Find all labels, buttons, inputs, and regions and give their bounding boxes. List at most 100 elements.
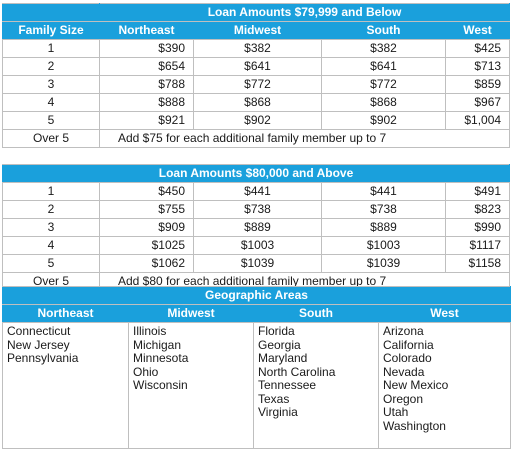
table-row: Over 5 Add $75 for each additional famil…	[2, 129, 511, 148]
state-name: Michigan	[133, 337, 182, 352]
south-amount: $382	[321, 39, 446, 58]
west-amount: $1117	[444, 236, 511, 255]
northeast-amount: $909	[99, 218, 194, 237]
west-amount: $1,004	[444, 111, 511, 130]
south-amount: $641	[321, 57, 446, 76]
state-name: Minnesota	[133, 351, 189, 365]
table-row: 1 $450 $441 $441 $491	[2, 182, 511, 201]
midwest-amount: $441	[193, 182, 322, 201]
state-name: Wisconsin	[133, 378, 188, 392]
midwest-amount: $889	[193, 218, 322, 237]
table-row: 5 $1062 $1039 $1039 $1158	[2, 254, 511, 273]
south-amount: $772	[321, 75, 446, 94]
midwest-amount: $772	[193, 75, 322, 94]
additional-member-note: Add $75 for each additional family membe…	[98, 129, 511, 148]
northeast-amount: $654	[99, 57, 194, 76]
state-name: Georgia	[258, 337, 301, 352]
family-size-cell: 4	[2, 93, 100, 112]
family-size-cell: 1	[2, 182, 100, 201]
table1-spacer	[2, 3, 100, 22]
state-name: New Jersey	[7, 337, 70, 352]
state-name: Ohio	[133, 364, 159, 379]
west-amount: $491	[444, 182, 511, 201]
state-name: Connecticut	[7, 324, 71, 338]
northeast-amount: $788	[99, 75, 194, 94]
table-row: 2 $654 $641 $641 $713	[2, 57, 511, 76]
loan-table-below-80k: Loan Amounts $79,999 and Below Family Si…	[2, 3, 511, 148]
south-amount: $1039	[321, 254, 446, 273]
table2-title: Loan Amounts $80,000 and Above	[1, 164, 511, 183]
midwest-amount: $1039	[193, 254, 322, 273]
family-size-cell: 5	[2, 254, 100, 273]
table1-title: Loan Amounts $79,999 and Below	[98, 3, 511, 22]
table-row: 2 $755 $738 $738 $823	[2, 200, 511, 219]
family-size-cell: 3	[2, 218, 100, 237]
west-amount: $823	[444, 200, 511, 219]
south-amount: $1003	[321, 236, 446, 255]
south-amount: $738	[321, 200, 446, 219]
table-row: 1 $390 $382 $382 $425	[2, 39, 511, 58]
state-name: Nevada	[383, 364, 425, 379]
west-amount: $425	[444, 39, 511, 58]
northeast-amount: $450	[99, 182, 194, 201]
state-name: Pennsylvania	[7, 351, 79, 365]
header-family-size: Family Size	[2, 21, 100, 40]
geo-header-south: South	[253, 304, 379, 323]
midwest-amount: $641	[193, 57, 322, 76]
table-row: 4 $888 $868 $868 $967	[2, 93, 511, 112]
northeast-amount: $1025	[99, 236, 194, 255]
geographic-areas-table: Geographic Areas Northeast Midwest South…	[2, 286, 511, 449]
header-south: South	[321, 21, 446, 40]
northeast-amount: $888	[99, 93, 194, 112]
south-amount: $889	[321, 218, 446, 237]
state-name: California	[383, 337, 434, 352]
geo-header-midwest: Midwest	[128, 304, 254, 323]
west-states: Arizona California Colorado Nevada New M…	[378, 322, 511, 449]
state-name: North Carolina	[258, 364, 336, 379]
header-northeast: Northeast	[99, 21, 194, 40]
state-name: Tennessee	[258, 378, 317, 392]
midwest-amount: $1003	[193, 236, 322, 255]
west-amount: $859	[444, 75, 511, 94]
table-row: 5 $921 $902 $902 $1,004	[2, 111, 511, 130]
south-states: Florida Georgia Maryland North Carolina …	[253, 322, 379, 449]
west-amount: $713	[444, 57, 511, 76]
midwest-amount: $868	[193, 93, 322, 112]
midwest-amount: $902	[193, 111, 322, 130]
state-name: Colorado	[383, 351, 432, 365]
over-five-label: Over 5	[2, 129, 100, 148]
state-name: Maryland	[258, 351, 308, 365]
loan-table-80k-above: Loan Amounts $80,000 and Above 1 $450 $4…	[1, 164, 511, 291]
state-name: Washington	[383, 418, 446, 433]
table-row: 4 $1025 $1003 $1003 $1117	[2, 236, 511, 255]
header-midwest: Midwest	[193, 21, 322, 40]
west-amount: $967	[444, 93, 511, 112]
midwest-states: Illinois Michigan Minnesota Ohio Wiscons…	[128, 322, 254, 449]
northeast-amount: $755	[99, 200, 194, 219]
northeast-amount: $1062	[99, 254, 194, 273]
family-size-cell: 3	[2, 75, 100, 94]
state-name: Florida	[258, 324, 295, 338]
state-name: Arizona	[383, 324, 424, 338]
state-name: Oregon	[383, 391, 424, 406]
family-size-cell: 2	[2, 200, 100, 219]
south-amount: $441	[321, 182, 446, 201]
northeast-amount: $390	[99, 39, 194, 58]
table-row: 3 $788 $772 $772 $859	[2, 75, 511, 94]
south-amount: $868	[321, 93, 446, 112]
table-row: 3 $909 $889 $889 $990	[2, 218, 511, 237]
family-size-cell: 4	[2, 236, 100, 255]
header-west: West	[444, 21, 511, 40]
family-size-cell: 1	[2, 39, 100, 58]
state-name: Virginia	[258, 405, 298, 419]
state-name: Illinois	[133, 324, 167, 338]
state-name: New Mexico	[383, 378, 449, 392]
family-size-cell: 5	[2, 111, 100, 130]
geo-header-northeast: Northeast	[2, 304, 129, 323]
midwest-amount: $382	[193, 39, 322, 58]
geo-header-west: West	[378, 304, 511, 323]
south-amount: $902	[321, 111, 446, 130]
northeast-amount: $921	[99, 111, 194, 130]
northeast-states: Connecticut New Jersey Pennsylvania	[2, 322, 129, 449]
state-name: Texas	[258, 391, 290, 406]
